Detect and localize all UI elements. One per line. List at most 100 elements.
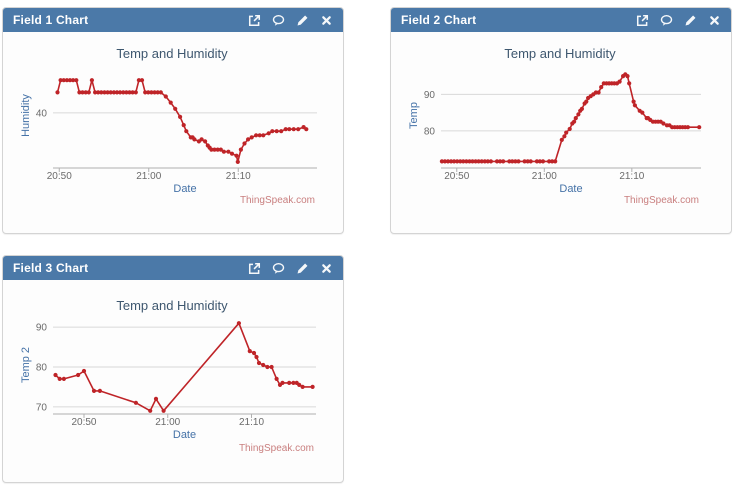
field1-chart-panel: Field 1 Chart Temp and Humidity 40 20:50 21… [2, 7, 344, 234]
field3-line-chart: Temp and Humidity 70 80 90 20:50 21:00 21:10 Da… [20, 298, 316, 454]
panel-header: Field 3 Chart [3, 256, 343, 280]
data-point-marker [494, 159, 500, 164]
data-point-marker [537, 159, 542, 164]
data-point-marker [473, 159, 478, 164]
x-tick-label: 20:50 [47, 171, 72, 182]
data-point-marker [452, 159, 457, 164]
data-point-marker [270, 129, 275, 134]
data-point-marker [439, 159, 444, 164]
data-point-marker [61, 78, 66, 83]
panel-toolbar [248, 14, 333, 27]
data-point-marker [685, 125, 690, 130]
data-point-marker [168, 100, 173, 105]
data-point-marker [627, 81, 632, 86]
data-point-marker [461, 159, 466, 164]
data-point-marker [300, 384, 305, 389]
close-icon[interactable] [320, 262, 333, 275]
data-point-marker [139, 78, 145, 83]
x-tick-label: 20:50 [444, 171, 469, 182]
y-tick-label: 70 [36, 402, 48, 413]
data-point-marker [161, 408, 166, 413]
x-tick-label: 20:50 [71, 417, 96, 428]
edit-icon[interactable] [684, 14, 697, 27]
data-point-marker [249, 135, 254, 140]
data-point-marker [528, 159, 533, 164]
data-point-marker [235, 159, 240, 164]
data-point-marker [212, 147, 217, 152]
thingspeak-link[interactable]: ThingSpeak.com [240, 195, 315, 206]
data-point-marker [153, 396, 159, 401]
data-point-marker [58, 78, 63, 83]
data-point-marker [559, 137, 564, 142]
edit-icon[interactable] [296, 262, 309, 275]
thingspeak-link[interactable]: ThingSpeak.com [239, 443, 314, 454]
data-point-marker [93, 90, 98, 95]
data-point-marker [297, 382, 302, 387]
popout-icon[interactable] [248, 262, 261, 275]
data-point-marker [226, 149, 231, 154]
data-point-marker [254, 354, 259, 360]
data-point-marker [522, 159, 527, 164]
comment-icon[interactable] [660, 14, 673, 27]
data-point-marker [236, 321, 241, 326]
data-point-marker [525, 159, 530, 164]
thingspeak-link[interactable]: ThingSpeak.com [624, 195, 699, 206]
data-point-marker [617, 79, 622, 84]
data-point-marker [163, 94, 168, 99]
data-point-marker [283, 127, 288, 132]
panel-title: Field 1 Chart [13, 13, 89, 27]
data-point-marker [178, 114, 183, 119]
field2-line-chart: Temp and Humidity 80 90 20:50 21:00 21:10 Date… [408, 46, 702, 206]
chart-title: Temp and Humidity [116, 46, 228, 61]
close-icon[interactable] [320, 14, 333, 27]
chart-area: Temp and Humidity 80 90 20:50 21:00 21:10 Date… [391, 32, 731, 233]
field3-chart-panel: Field 3 Chart Temp and Humidity 70 80 90 20:… [2, 255, 344, 483]
data-point-marker [130, 90, 135, 95]
edit-icon[interactable] [296, 14, 309, 27]
data-point-marker [470, 159, 475, 164]
data-point-marker [229, 151, 235, 156]
x-tick-label: 21:10 [619, 171, 644, 182]
data-point-marker [510, 159, 515, 164]
data-point-marker [77, 90, 82, 95]
data-point-marker [234, 153, 239, 158]
data-point-marker [127, 90, 132, 95]
data-point-marker [105, 90, 110, 95]
data-point-marker [146, 90, 151, 95]
data-point-marker [89, 78, 94, 83]
panel-title: Field 2 Chart [401, 13, 477, 27]
data-point-marker [562, 134, 567, 139]
data-point-marker [136, 78, 141, 83]
data-point-marker [256, 360, 262, 366]
data-point-marker [464, 159, 469, 164]
data-point-marker [143, 90, 148, 95]
data-point-marker [96, 90, 101, 95]
chart-area: Temp and Humidity 40 20:50 21:00 21:10 Date Hu… [3, 32, 343, 233]
comment-icon[interactable] [272, 14, 285, 27]
panel-header: Field 2 Chart [391, 8, 731, 32]
data-point-marker [304, 127, 309, 132]
data-point-marker [173, 106, 178, 111]
close-icon[interactable] [708, 14, 721, 27]
data-point-marker [476, 159, 481, 164]
popout-icon[interactable] [248, 14, 261, 27]
data-point-marker [254, 133, 259, 138]
data-point-marker [86, 90, 91, 95]
data-point-marker [80, 90, 85, 95]
x-axis-title: Date [173, 183, 196, 195]
popout-icon[interactable] [636, 14, 649, 27]
data-point-marker [661, 121, 666, 126]
comment-icon[interactable] [272, 262, 285, 275]
data-point-marker [280, 380, 285, 385]
data-point-marker [579, 106, 584, 111]
x-axis-title: Date [173, 429, 196, 441]
data-point-marker [158, 90, 163, 95]
data-point-marker [449, 159, 454, 164]
data-point-marker [516, 159, 521, 164]
data-point-marker [287, 127, 292, 132]
data-point-marker [238, 147, 243, 152]
x-tick-label: 21:00 [532, 171, 557, 182]
data-point-marker [199, 137, 204, 142]
data-point-marker [203, 139, 208, 144]
data-point-marker [287, 380, 292, 385]
